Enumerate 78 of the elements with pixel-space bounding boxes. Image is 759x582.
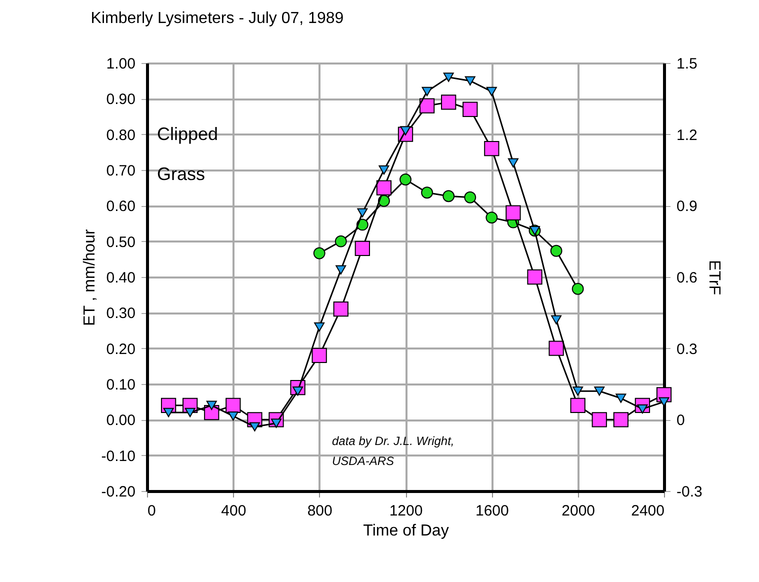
point bbox=[486, 212, 498, 224]
chart-title: Kimberly Lysimeters - July 07, 1989 bbox=[90, 10, 344, 27]
y-tick-label: 0.10 bbox=[106, 376, 136, 394]
point bbox=[442, 190, 455, 202]
point bbox=[484, 141, 500, 156]
point bbox=[419, 98, 435, 114]
x-tick-label: 0 bbox=[148, 502, 156, 520]
point bbox=[376, 180, 392, 196]
annotation: Clipped bbox=[157, 124, 218, 144]
point bbox=[551, 315, 562, 324]
y-tick-label: 0.90 bbox=[106, 91, 136, 108]
point bbox=[527, 269, 542, 285]
point bbox=[354, 240, 370, 256]
y-tick-label: 0.70 bbox=[106, 162, 136, 180]
y2-tick-label: 0.9 bbox=[676, 198, 698, 216]
point bbox=[336, 265, 346, 274]
point bbox=[226, 398, 241, 413]
point bbox=[508, 158, 518, 168]
point bbox=[592, 412, 607, 428]
point bbox=[616, 394, 626, 403]
y2-tick-label: 0 bbox=[676, 412, 685, 430]
x-tick-label: 1600 bbox=[475, 502, 509, 520]
y-tick-label: 0.00 bbox=[106, 412, 136, 430]
point bbox=[357, 208, 368, 218]
y-tick-label: 0.40 bbox=[106, 270, 136, 286]
point bbox=[333, 302, 348, 317]
y2-tick-label: 1.2 bbox=[676, 126, 698, 144]
y2-axis-title: ETrF bbox=[705, 260, 722, 296]
x-tick-label: 2000 bbox=[562, 502, 596, 520]
point bbox=[613, 412, 628, 428]
point bbox=[486, 86, 497, 96]
point bbox=[594, 386, 605, 396]
point bbox=[572, 282, 584, 295]
y-tick-label: 1.00 bbox=[106, 56, 136, 72]
y2-tick-label: 0.6 bbox=[676, 270, 698, 286]
point bbox=[550, 244, 562, 257]
x-tick-label: 1200 bbox=[389, 502, 423, 520]
annotation: USDA-ARS bbox=[332, 454, 394, 468]
point bbox=[313, 247, 326, 260]
point bbox=[378, 165, 390, 175]
point bbox=[249, 422, 260, 432]
y2-tick-label: -0.3 bbox=[676, 484, 702, 500]
y-tick-label: -0.20 bbox=[101, 484, 136, 500]
point bbox=[441, 94, 456, 110]
y-tick-label: 0.80 bbox=[106, 126, 136, 144]
y-tick-label: 0.20 bbox=[106, 340, 136, 358]
point bbox=[312, 348, 327, 364]
y-axis-title: ET , mm/hour bbox=[81, 228, 98, 326]
point bbox=[462, 102, 478, 117]
point bbox=[464, 191, 476, 204]
point bbox=[184, 408, 196, 418]
point bbox=[570, 398, 586, 413]
point bbox=[464, 76, 476, 86]
x-tick-label: 400 bbox=[221, 502, 246, 520]
point bbox=[506, 205, 521, 220]
x-axis-title: Time of Day bbox=[363, 522, 449, 540]
y-tick-label: 0.30 bbox=[106, 305, 136, 322]
y-tick-label: 0.50 bbox=[106, 234, 136, 251]
point bbox=[421, 186, 434, 199]
point bbox=[334, 235, 347, 248]
x-tick-label: 2400 bbox=[631, 502, 664, 520]
y2-tick-label: 0.3 bbox=[676, 340, 698, 358]
annotation: Grass bbox=[157, 164, 206, 184]
point bbox=[548, 340, 564, 356]
y-tick-label: -0.10 bbox=[101, 448, 136, 465]
point bbox=[228, 411, 238, 421]
x-tick-label: 800 bbox=[307, 502, 332, 520]
point bbox=[163, 408, 174, 418]
point bbox=[572, 386, 584, 396]
point bbox=[443, 72, 454, 82]
y-tick-label: 0.60 bbox=[106, 198, 136, 216]
y2-tick-label: 1.5 bbox=[676, 56, 698, 72]
point bbox=[422, 86, 432, 96]
point bbox=[314, 322, 325, 332]
annotation: data by Dr. J.L. Wright, bbox=[332, 434, 454, 448]
point bbox=[400, 174, 412, 186]
point bbox=[206, 400, 217, 410]
point bbox=[658, 397, 670, 406]
